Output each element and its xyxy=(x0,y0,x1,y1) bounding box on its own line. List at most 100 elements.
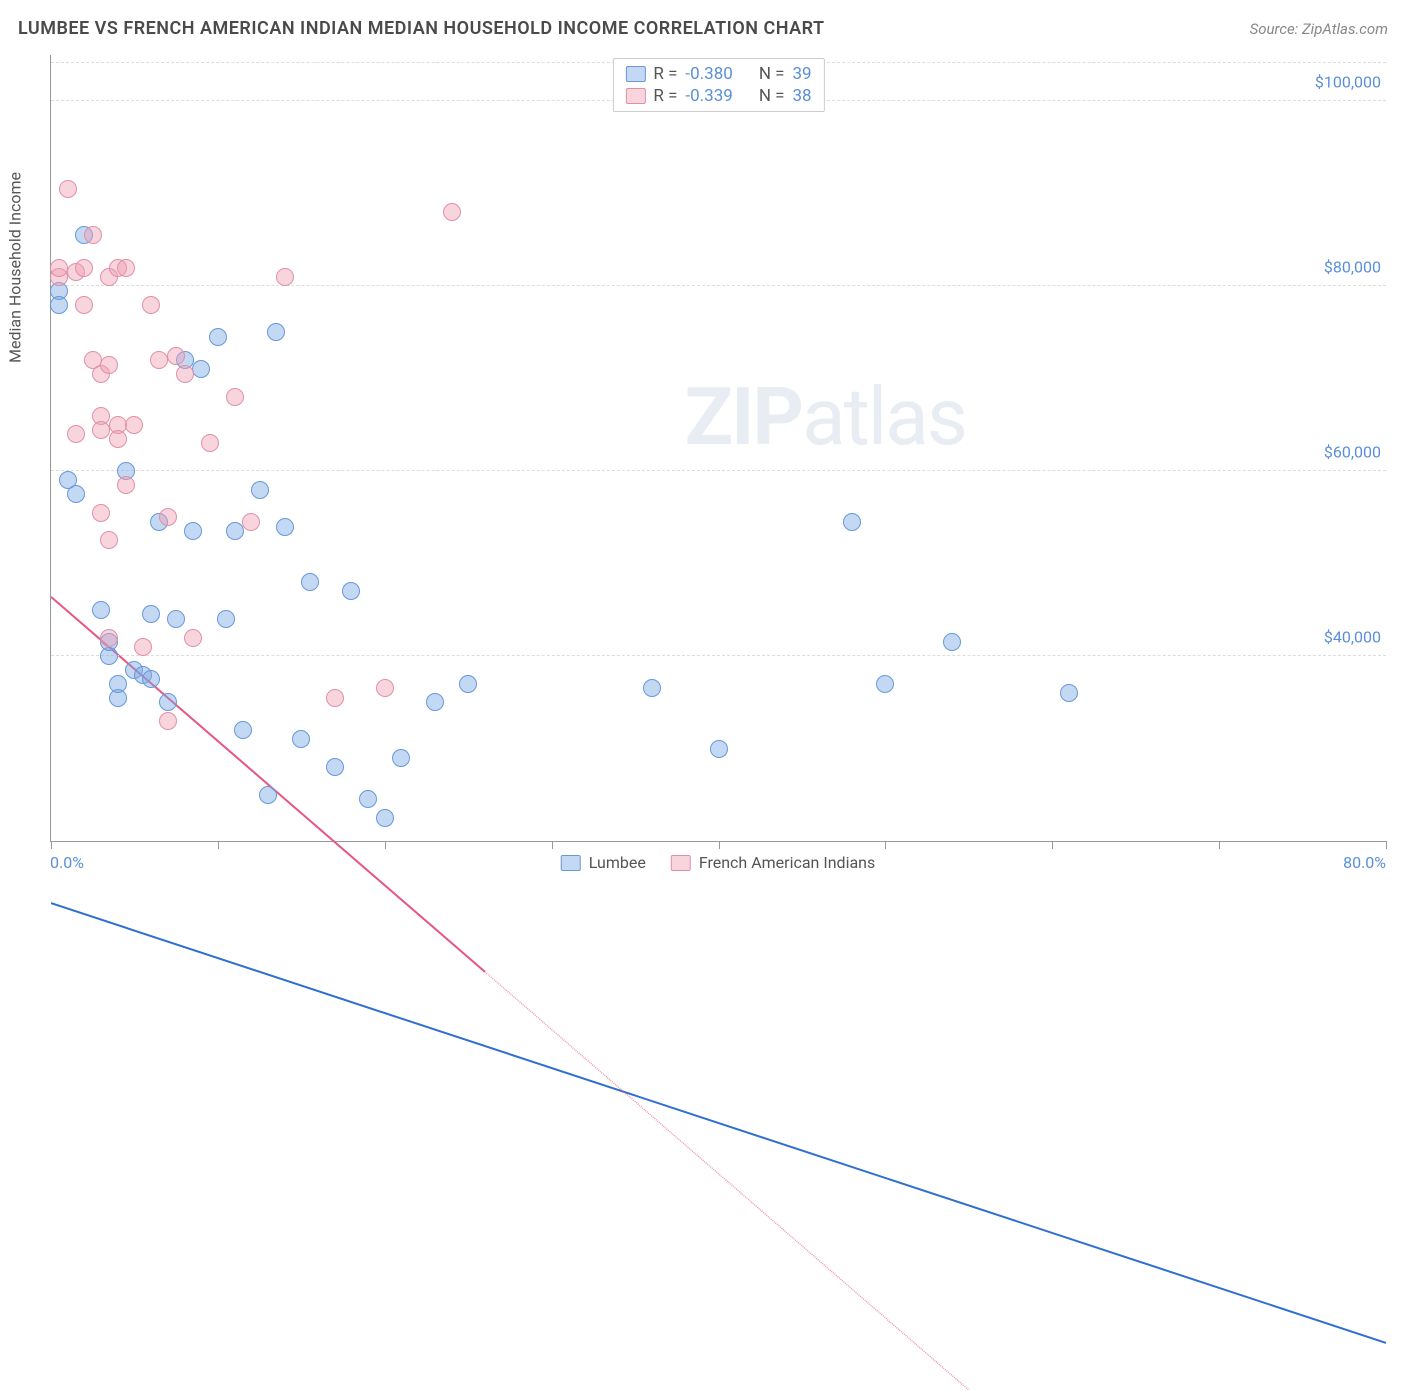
legend-r-value: -0.380 xyxy=(685,64,732,84)
data-point xyxy=(176,365,194,383)
legend-series-item: Lumbee xyxy=(561,853,646,872)
data-point xyxy=(50,259,68,277)
data-point xyxy=(217,610,235,628)
y-tick-label: $40,000 xyxy=(1324,628,1381,647)
legend-n-value: 38 xyxy=(793,86,812,106)
data-point xyxy=(117,259,135,277)
data-point xyxy=(342,582,360,600)
data-point xyxy=(201,434,219,452)
data-point xyxy=(142,605,160,623)
legend-swatch xyxy=(671,855,691,871)
legend-swatch xyxy=(625,88,645,104)
x-tick xyxy=(1386,841,1387,849)
legend-r-label: R = xyxy=(653,86,677,106)
legend-r-label: R = xyxy=(653,64,677,84)
plot-region: ZIPatlas R =-0.380N =39R =-0.339N =38 $4… xyxy=(50,55,1386,842)
source-label: Source: ZipAtlas.com xyxy=(1250,20,1388,38)
x-tick xyxy=(719,841,720,849)
chart-area: ZIPatlas R =-0.380N =39R =-0.339N =38 $4… xyxy=(50,55,1386,842)
legend-swatch xyxy=(561,855,581,871)
x-axis-max-label: 80.0% xyxy=(1343,853,1386,872)
legend-series-item: French American Indians xyxy=(671,853,875,872)
data-point xyxy=(242,513,260,531)
data-point xyxy=(75,296,93,314)
data-point xyxy=(292,730,310,748)
x-tick xyxy=(218,841,219,849)
data-point xyxy=(59,180,77,198)
data-point xyxy=(92,504,110,522)
data-point xyxy=(643,679,661,697)
legend-r-value: -0.339 xyxy=(685,86,732,106)
data-point xyxy=(92,421,110,439)
data-point xyxy=(117,476,135,494)
chart-title: LUMBEE VS FRENCH AMERICAN INDIAN MEDIAN … xyxy=(18,18,825,39)
data-point xyxy=(276,518,294,536)
data-point xyxy=(142,296,160,314)
correlation-legend: R =-0.380N =39R =-0.339N =38 xyxy=(612,58,824,112)
data-point xyxy=(109,430,127,448)
data-point xyxy=(167,347,185,365)
legend-row: R = -0.339 N = 38 xyxy=(625,85,811,107)
y-axis-title: Median Household Income xyxy=(6,172,25,363)
data-point xyxy=(167,610,185,628)
data-point xyxy=(876,675,894,693)
data-point xyxy=(1060,684,1078,702)
data-point xyxy=(376,809,394,827)
data-point xyxy=(184,522,202,540)
x-tick xyxy=(552,841,553,849)
data-point xyxy=(710,740,728,758)
data-point xyxy=(226,388,244,406)
data-point xyxy=(259,786,277,804)
legend-series-label: Lumbee xyxy=(589,853,646,872)
data-point xyxy=(159,508,177,526)
data-point xyxy=(100,531,118,549)
data-point xyxy=(125,416,143,434)
legend-row: R =-0.380N =39 xyxy=(625,63,811,85)
data-point xyxy=(301,573,319,591)
data-point xyxy=(209,328,227,346)
y-tick-label: $80,000 xyxy=(1324,258,1381,277)
y-tick-label: $100,000 xyxy=(1315,73,1381,92)
data-point xyxy=(267,323,285,341)
data-point xyxy=(443,203,461,221)
x-tick xyxy=(1052,841,1053,849)
data-point xyxy=(251,481,269,499)
data-point xyxy=(150,351,168,369)
data-point xyxy=(276,268,294,286)
data-point xyxy=(226,522,244,540)
data-point xyxy=(100,356,118,374)
x-axis-min-label: 0.0% xyxy=(50,853,84,872)
data-point xyxy=(142,670,160,688)
chart-header: LUMBEE VS FRENCH AMERICAN INDIAN MEDIAN … xyxy=(18,18,1388,39)
watermark: ZIPatlas xyxy=(685,370,966,464)
x-tick xyxy=(385,841,386,849)
data-point xyxy=(50,296,68,314)
data-point xyxy=(109,675,127,693)
data-point xyxy=(459,675,477,693)
series-legend: Lumbee French American Indians xyxy=(561,853,876,872)
trend-lines xyxy=(51,55,1386,1390)
data-point xyxy=(843,513,861,531)
data-point xyxy=(100,629,118,647)
data-point xyxy=(192,360,210,378)
legend-n-label: N = xyxy=(759,64,785,84)
data-point xyxy=(326,758,344,776)
data-point xyxy=(67,485,85,503)
data-point xyxy=(184,629,202,647)
data-point xyxy=(392,749,410,767)
legend-series-label: French American Indians xyxy=(699,853,875,872)
x-tick xyxy=(1219,841,1220,849)
data-point xyxy=(84,226,102,244)
data-point xyxy=(134,638,152,656)
data-point xyxy=(943,633,961,651)
data-point xyxy=(67,425,85,443)
gridline xyxy=(51,285,1386,286)
data-point xyxy=(159,693,177,711)
y-tick-label: $60,000 xyxy=(1324,443,1381,462)
data-point xyxy=(426,693,444,711)
legend-n-label: N = xyxy=(759,86,785,106)
legend-swatch xyxy=(625,66,645,82)
data-point xyxy=(75,259,93,277)
gridline xyxy=(51,470,1386,471)
data-point xyxy=(234,721,252,739)
